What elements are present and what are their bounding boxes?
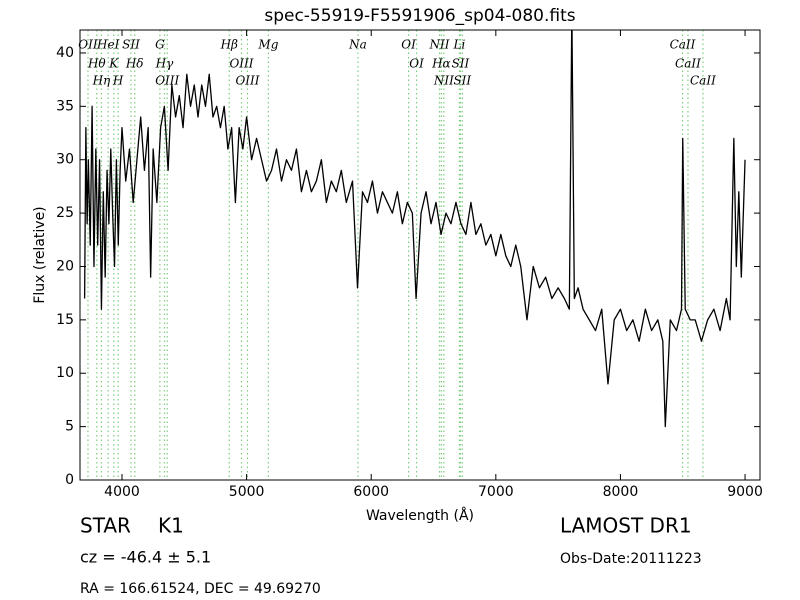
spectral-line-label: Hγ bbox=[155, 57, 174, 71]
spectral-line-label: G bbox=[155, 38, 165, 52]
spectral-line-label: NII bbox=[433, 74, 454, 88]
spectral-line-label: OI bbox=[401, 38, 416, 52]
plot-area bbox=[83, 30, 746, 480]
subclass: K1 bbox=[158, 514, 184, 538]
survey: LAMOST DR1 bbox=[560, 514, 692, 538]
y-tick-label: 40 bbox=[56, 45, 74, 61]
spectral-line-label: OI bbox=[409, 57, 424, 71]
spectral-line-label: K bbox=[108, 57, 119, 71]
spectral-line-label: CaII bbox=[670, 38, 696, 52]
x-axis-label: Wavelength (Å) bbox=[366, 507, 474, 524]
spectral-line-label: Hα bbox=[431, 57, 451, 71]
x-tick-label: 9000 bbox=[727, 484, 763, 500]
spectral-line-label: Mg bbox=[257, 38, 278, 52]
spectral-line-label: CaII bbox=[690, 74, 716, 88]
spectral-line-label: Na bbox=[348, 38, 367, 52]
spectral-line-label: SII bbox=[452, 57, 470, 71]
y-tick-label: 25 bbox=[56, 205, 74, 221]
y-tick-label: 20 bbox=[56, 258, 74, 274]
x-tick-label: 4000 bbox=[104, 484, 140, 500]
spectral-line-label: HeI bbox=[96, 38, 120, 52]
x-tick-label: 8000 bbox=[603, 484, 639, 500]
spectral-line-label: Hθ bbox=[87, 57, 106, 71]
y-tick-label: 30 bbox=[56, 152, 74, 168]
spectral-line-label: NII bbox=[429, 38, 450, 52]
y-tick-label: 35 bbox=[56, 98, 74, 114]
y-tick-label: 10 bbox=[56, 365, 74, 381]
spectral-line-label: OII bbox=[78, 38, 98, 52]
x-tick-label: 6000 bbox=[353, 484, 389, 500]
spectral-line-label: Hδ bbox=[125, 57, 144, 71]
spectral-line-label: Li bbox=[453, 38, 466, 52]
spectral-line-label: CaII bbox=[675, 57, 701, 71]
x-tick-label: 7000 bbox=[478, 484, 514, 500]
spectral-line-label: OIII bbox=[155, 74, 179, 88]
x-tick-label: 5000 bbox=[229, 484, 265, 500]
spectral-line-label: Hη bbox=[92, 74, 111, 88]
y-axis-label: Flux (relative) bbox=[32, 206, 48, 303]
spectral-line-label: OIII bbox=[229, 57, 253, 71]
redshift: cz = -46.4 ± 5.1 bbox=[80, 548, 211, 567]
y-tick-label: 0 bbox=[65, 472, 74, 488]
spectrum-line bbox=[83, 30, 746, 428]
spectral-line-label: OIII bbox=[235, 74, 259, 88]
obs-date: Obs-Date:20111223 bbox=[560, 551, 702, 567]
chart-title: spec-55919-F5591906_sp04-080.fits bbox=[264, 6, 575, 26]
y-tick-label: 15 bbox=[56, 312, 74, 328]
object-class: STAR bbox=[80, 514, 131, 538]
axes-frame bbox=[79, 29, 761, 481]
coordinates: RA = 166.61524, DEC = 49.69270 bbox=[80, 581, 321, 597]
spectral-line-label: Hβ bbox=[220, 38, 238, 52]
y-tick-label: 5 bbox=[65, 419, 74, 435]
spectral-line-label: SII bbox=[453, 74, 471, 88]
spectral-line-label: SII bbox=[122, 38, 140, 52]
spectral-line-label: H bbox=[112, 74, 124, 88]
